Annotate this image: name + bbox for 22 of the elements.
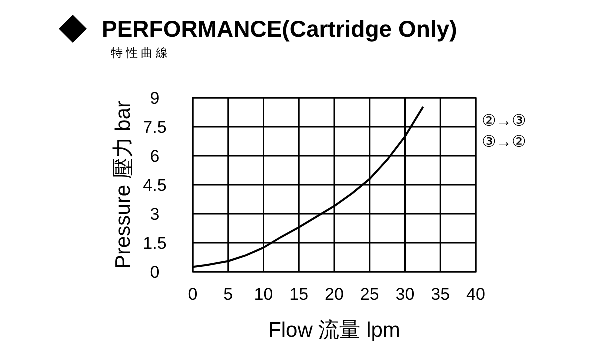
y-axis-title: Pressure 壓力 bar bbox=[112, 100, 135, 270]
x-axis-title: Flow 流量 lpm bbox=[268, 319, 400, 342]
x-tick-label: 40 bbox=[466, 285, 486, 304]
y-tick-label: 3 bbox=[150, 205, 160, 224]
x-tick-label: 5 bbox=[224, 285, 234, 304]
x-tick-label: 10 bbox=[254, 285, 274, 304]
y-tick-label: 6 bbox=[150, 147, 160, 166]
x-tick-label: 20 bbox=[325, 285, 344, 304]
x-tick-label: 15 bbox=[290, 285, 309, 304]
x-tick-label: 35 bbox=[431, 285, 450, 304]
chart-title: PERFORMANCE(Cartridge Only) bbox=[102, 16, 458, 42]
y-tick-label: 0 bbox=[150, 263, 160, 282]
y-tick-label: 1.5 bbox=[143, 234, 167, 253]
y-tick-label: 7.5 bbox=[143, 118, 167, 137]
text: ③→② bbox=[482, 134, 526, 151]
text: ②→③ bbox=[482, 113, 526, 130]
y-tick-label: 4.5 bbox=[143, 176, 167, 195]
y-tick-label: 9 bbox=[150, 89, 160, 108]
x-tick-label: 25 bbox=[360, 285, 380, 304]
x-tick-label: 0 bbox=[188, 285, 198, 304]
x-tick-label: 30 bbox=[396, 285, 415, 304]
chart-subtitle: 特性曲線 bbox=[111, 46, 171, 60]
